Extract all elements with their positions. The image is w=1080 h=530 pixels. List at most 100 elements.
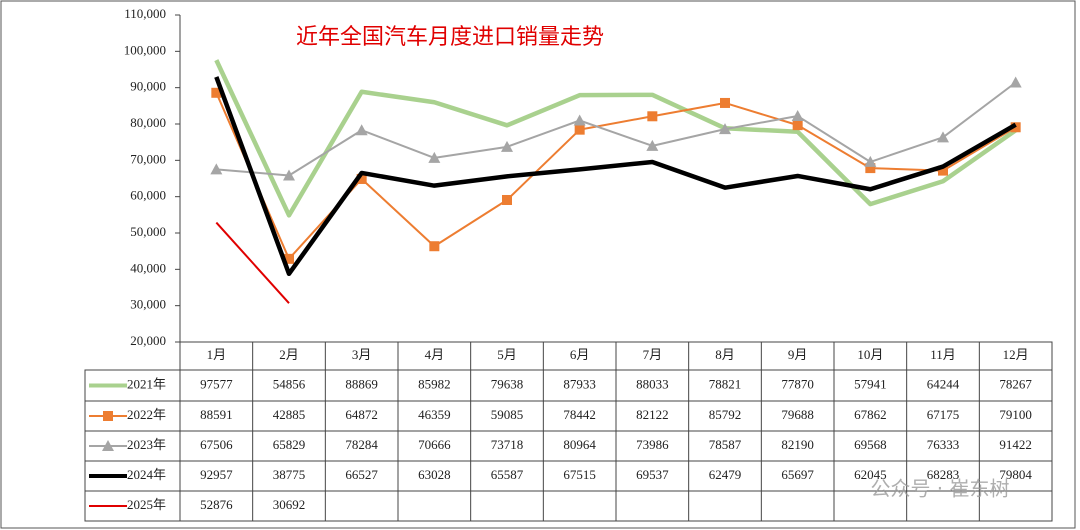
table-value: 67515	[563, 467, 596, 482]
x-tick-label: 2月	[279, 347, 299, 362]
table-value: 80964	[563, 437, 596, 452]
table-value: 78267	[999, 376, 1032, 391]
marker	[647, 111, 658, 122]
table-value: 65587	[491, 467, 524, 482]
y-tick-label: 30,000	[130, 297, 166, 312]
table-value: 68283	[927, 467, 960, 482]
table-value: 62045	[854, 467, 887, 482]
table-value: 46359	[418, 407, 451, 422]
marker	[355, 124, 368, 136]
y-tick-label: 90,000	[130, 79, 166, 94]
x-tick-label: 8月	[715, 347, 735, 362]
table-value: 59085	[491, 407, 524, 422]
x-tick-label: 10月	[857, 347, 883, 362]
marker	[937, 131, 949, 143]
y-tick-label: 110,000	[124, 6, 166, 21]
marker	[502, 194, 512, 205]
table-value: 54856	[273, 376, 306, 391]
legend-label: 2022年	[127, 407, 166, 422]
table-value: 79688	[781, 407, 814, 422]
table-value: 67506	[200, 437, 233, 452]
table-value: 38775	[273, 467, 306, 482]
table-value: 65697	[781, 467, 814, 482]
x-tick-label: 5月	[497, 347, 517, 362]
marker	[864, 155, 877, 167]
table-value: 64244	[927, 376, 960, 391]
legend-label: 2021年	[127, 376, 166, 391]
x-tick-label: 12月	[1003, 347, 1029, 362]
marker	[574, 124, 585, 135]
table-value: 57941	[854, 376, 887, 391]
y-tick-label: 40,000	[130, 260, 166, 275]
marker	[791, 110, 804, 122]
table-value: 88033	[636, 376, 669, 391]
table-value: 52876	[200, 497, 233, 512]
y-tick-label: 50,000	[130, 224, 166, 239]
table-value: 87933	[563, 376, 596, 391]
legend-label: 2024年	[127, 467, 166, 482]
series-line	[215, 92, 1017, 260]
table-value: 82190	[781, 437, 814, 452]
marker	[938, 165, 948, 176]
y-tick-label: 60,000	[130, 188, 166, 203]
table-value: 78587	[709, 437, 742, 452]
marker	[356, 173, 367, 184]
table-value: 76333	[927, 437, 960, 452]
table-value: 78821	[709, 376, 742, 391]
table-value: 88869	[345, 376, 378, 391]
marker	[283, 169, 295, 181]
x-tick-label: 3月	[352, 347, 372, 362]
series-line	[214, 76, 1017, 277]
table-value: 67862	[854, 407, 887, 422]
marker	[646, 139, 659, 151]
table-value: 69537	[636, 467, 669, 482]
table-value: 97577	[200, 376, 233, 391]
marker	[865, 163, 876, 174]
table-value: 30692	[273, 497, 306, 512]
x-tick-label: 11月	[930, 347, 956, 362]
table-value: 42885	[273, 407, 306, 422]
x-tick-label: 7月	[643, 347, 663, 362]
marker	[1009, 76, 1022, 88]
table-value: 85792	[709, 407, 742, 422]
x-tick-label: 4月	[425, 347, 445, 362]
marker	[103, 411, 113, 421]
y-tick-label: 100,000	[124, 42, 166, 57]
table-row	[84, 490, 1053, 522]
marker	[429, 241, 440, 252]
table-value: 69568	[854, 437, 887, 452]
table-value: 73986	[636, 437, 669, 452]
marker	[501, 140, 513, 152]
table-value: 62479	[709, 467, 742, 482]
x-tick-label: 6月	[570, 347, 590, 362]
y-tick-label: 20,000	[130, 333, 166, 348]
chart-title: 近年全国汽车月度进口销量走势	[296, 25, 604, 50]
marker	[284, 253, 294, 264]
table-value: 70666	[418, 437, 451, 452]
marker	[211, 87, 222, 98]
table-value: 85982	[418, 376, 451, 391]
table-value: 79638	[491, 376, 524, 391]
series-line	[216, 81, 1017, 177]
table-value: 88591	[200, 407, 233, 422]
x-tick-label: 1月	[207, 347, 227, 362]
table-value: 63028	[418, 467, 451, 482]
legend-label: 2023年	[127, 437, 166, 452]
watermark: 公众号 · 崔东树	[870, 477, 1009, 501]
table-value: 92957	[200, 467, 233, 482]
y-tick-label: 70,000	[130, 151, 166, 166]
marker	[719, 123, 731, 135]
marker	[573, 114, 586, 126]
table-value: 91422	[999, 437, 1032, 452]
table-value: 77870	[781, 376, 814, 391]
marker	[792, 120, 803, 131]
table-value: 67175	[927, 407, 960, 422]
table-value: 82122	[636, 407, 669, 422]
marker	[720, 97, 730, 108]
table-value: 65829	[273, 437, 306, 452]
table-value: 79804	[999, 467, 1032, 482]
series-line	[214, 59, 1017, 218]
table-value: 78284	[345, 437, 378, 452]
